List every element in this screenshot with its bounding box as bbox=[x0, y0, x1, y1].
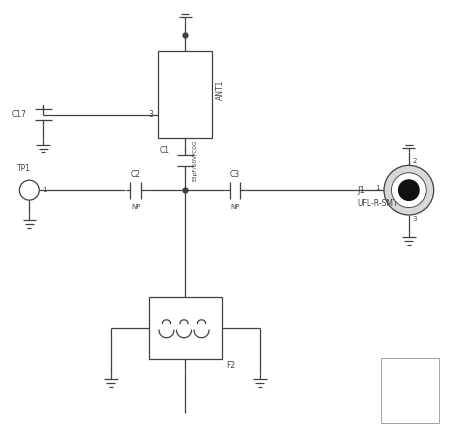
Text: J1: J1 bbox=[357, 186, 365, 195]
Bar bbox=[158, 51, 212, 137]
Text: C3: C3 bbox=[230, 170, 240, 179]
Circle shape bbox=[391, 173, 426, 207]
Text: UFL-R-SMT: UFL-R-SMT bbox=[357, 199, 398, 208]
Text: C17: C17 bbox=[12, 110, 27, 119]
Text: 33pF/50V/C0G: 33pF/50V/C0G bbox=[192, 139, 197, 182]
Text: 3: 3 bbox=[149, 110, 153, 119]
Text: 1: 1 bbox=[376, 185, 380, 191]
Text: F2: F2 bbox=[226, 361, 235, 370]
Circle shape bbox=[398, 179, 420, 201]
Text: 1: 1 bbox=[42, 187, 47, 193]
Text: C1: C1 bbox=[159, 146, 170, 156]
Text: TP1: TP1 bbox=[17, 164, 31, 173]
Text: 2: 2 bbox=[413, 159, 417, 164]
Text: NP: NP bbox=[131, 204, 140, 210]
Text: NP: NP bbox=[230, 204, 240, 210]
Bar bbox=[381, 358, 439, 422]
Circle shape bbox=[384, 165, 434, 215]
Text: C2: C2 bbox=[130, 170, 141, 179]
Bar bbox=[149, 298, 222, 359]
Text: 3: 3 bbox=[413, 216, 418, 222]
Text: ANT1: ANT1 bbox=[216, 79, 225, 99]
